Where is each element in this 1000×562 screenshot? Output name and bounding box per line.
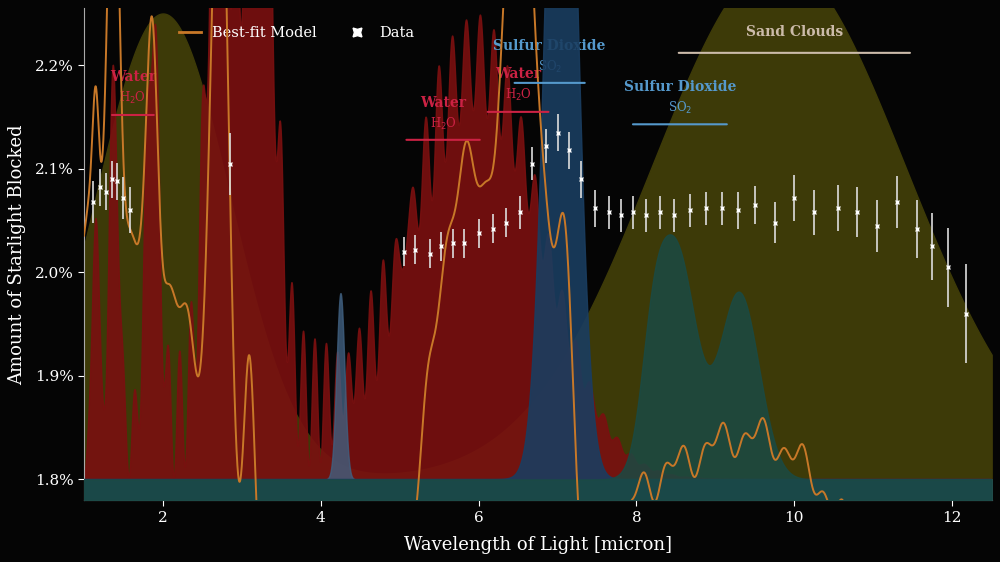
Point (222, 159, 238, 168)
Point (115, 193, 131, 202)
Point (958, 309, 974, 318)
Point (538, 142, 554, 151)
Point (806, 208, 822, 217)
Legend: Best-fit Model, Data: Best-fit Model, Data (173, 21, 421, 46)
Point (396, 247, 412, 256)
Point (682, 206, 698, 215)
Point (98, 187, 114, 196)
Point (601, 208, 617, 217)
Text: H$_2$O: H$_2$O (505, 87, 532, 102)
Text: Sulfur Dioxide: Sulfur Dioxide (493, 39, 606, 53)
Point (869, 221, 885, 230)
Point (573, 175, 589, 184)
Point (924, 242, 940, 251)
Point (433, 242, 449, 251)
Point (849, 208, 865, 217)
Text: SO$_2$: SO$_2$ (668, 100, 692, 116)
Point (445, 239, 461, 248)
Point (625, 208, 641, 217)
Text: H$_2$O: H$_2$O (119, 89, 146, 106)
Point (471, 229, 487, 238)
Point (909, 224, 925, 233)
Point (652, 208, 668, 217)
Point (85, 197, 101, 206)
Point (786, 193, 802, 202)
Text: Water: Water (110, 70, 156, 84)
Point (524, 159, 540, 168)
Point (714, 203, 730, 212)
Point (498, 218, 514, 227)
Point (561, 146, 577, 155)
Point (407, 245, 423, 254)
Point (940, 262, 956, 271)
Point (638, 211, 654, 220)
Point (122, 206, 138, 215)
Point (92, 183, 108, 192)
Point (830, 203, 846, 212)
Point (422, 249, 438, 258)
Text: Water: Water (420, 96, 466, 110)
Point (104, 175, 120, 184)
Point (613, 211, 629, 220)
Point (747, 201, 763, 210)
Point (550, 128, 566, 137)
Text: Water: Water (495, 67, 541, 81)
Text: H$_2$O: H$_2$O (430, 115, 457, 132)
Point (889, 197, 905, 206)
Point (512, 208, 528, 217)
Text: SO$_2$: SO$_2$ (538, 58, 562, 75)
Point (109, 176, 125, 185)
Point (767, 218, 783, 227)
Point (456, 239, 472, 248)
Point (698, 203, 714, 212)
Text: Sand Clouds: Sand Clouds (746, 25, 843, 39)
Point (485, 224, 501, 233)
Text: Sulfur Dioxide: Sulfur Dioxide (624, 80, 736, 94)
Point (730, 206, 746, 215)
Point (666, 211, 682, 220)
Point (587, 203, 603, 212)
X-axis label: Wavelength of Light [micron]: Wavelength of Light [micron] (404, 536, 672, 554)
Y-axis label: Amount of Starlight Blocked: Amount of Starlight Blocked (8, 124, 26, 384)
